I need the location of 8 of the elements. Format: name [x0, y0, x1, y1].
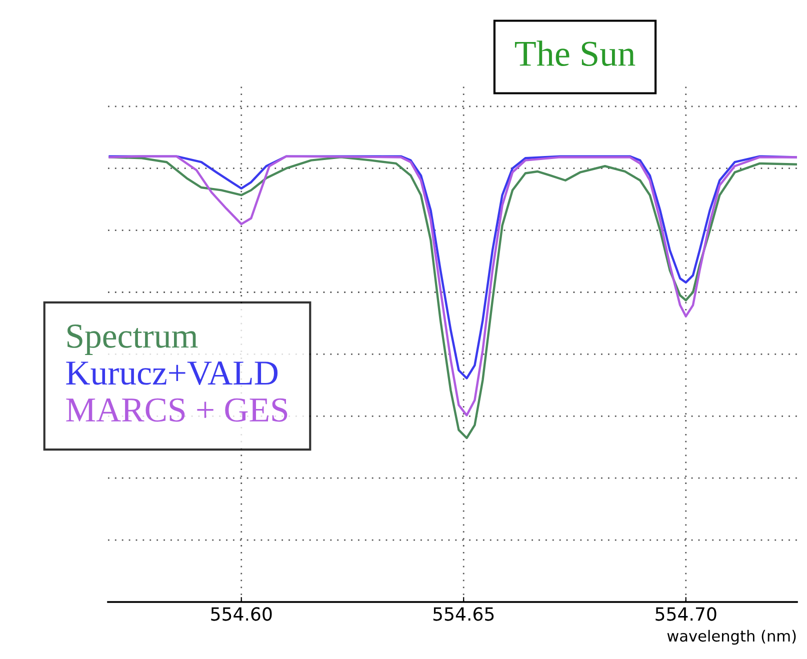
x-tick-label: 554.70 [656, 607, 716, 621]
text: Spectrum [68, 324, 198, 355]
x-axis-title: wavelength (nm) [667, 630, 796, 645]
x-tick-label: 554.60 [211, 607, 272, 621]
x-tick-label: 554.65 [433, 607, 494, 621]
text: Kurucz+VALD [66, 362, 278, 385]
chart-title: The Sun [514, 40, 636, 66]
text: MARCS + GES [66, 398, 288, 422]
